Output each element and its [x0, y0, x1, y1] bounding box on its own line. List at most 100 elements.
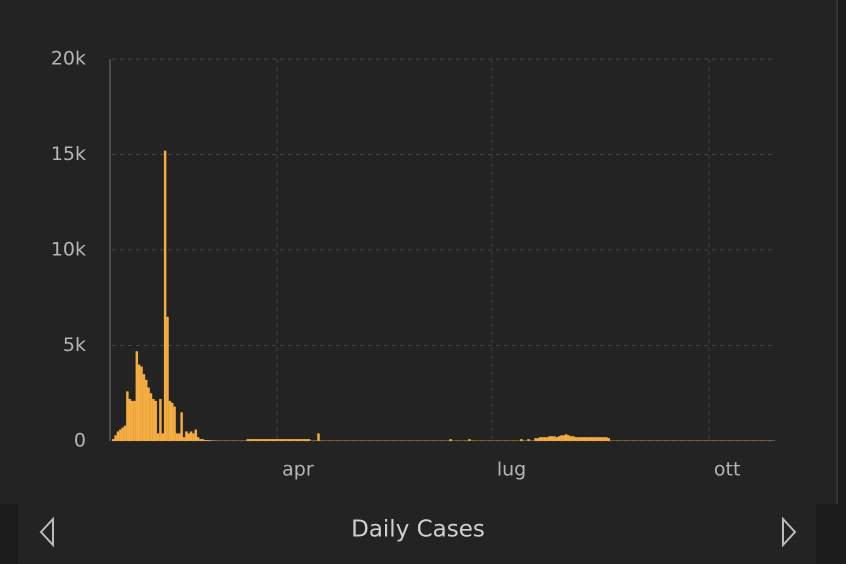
- bar: [128, 398, 131, 441]
- bar: [208, 440, 212, 441]
- x-tick-label: lug: [497, 459, 526, 481]
- bar: [204, 440, 207, 441]
- bar: [546, 437, 549, 441]
- bar: [145, 379, 148, 441]
- bar: [286, 439, 290, 441]
- bar: [520, 439, 523, 441]
- bar: [137, 364, 141, 441]
- bar: [121, 427, 124, 441]
- bar: [600, 437, 603, 441]
- bar: [291, 439, 294, 441]
- bar: [277, 439, 280, 441]
- bar: [168, 400, 172, 441]
- footer-panel: [18, 504, 816, 564]
- bar: [265, 439, 268, 441]
- bar: [593, 437, 596, 441]
- bar: [130, 400, 134, 441]
- bar: [274, 439, 278, 441]
- bar: [194, 429, 198, 441]
- bar: [154, 400, 157, 441]
- bar: [255, 439, 259, 441]
- bar: [149, 393, 153, 441]
- bar: [569, 436, 573, 441]
- bar: [152, 398, 155, 441]
- bar: [182, 437, 186, 441]
- bar: [135, 351, 139, 441]
- bar: [140, 366, 143, 441]
- bar: [586, 437, 589, 441]
- chart-title: Daily Cases: [351, 517, 485, 543]
- bar: [170, 402, 174, 441]
- bar: [560, 435, 563, 441]
- bar: [161, 433, 165, 441]
- bar: [173, 406, 176, 441]
- bar: [189, 431, 193, 441]
- bar: [112, 439, 115, 441]
- bar: [192, 433, 195, 441]
- bar: [279, 439, 282, 441]
- bar: [263, 439, 266, 441]
- bar: [602, 437, 606, 441]
- bar: [534, 438, 537, 441]
- bar: [598, 437, 601, 441]
- bar: [201, 439, 205, 441]
- bar: [284, 439, 287, 441]
- bar: [595, 437, 599, 441]
- bar: [541, 437, 544, 441]
- bar: [574, 437, 577, 441]
- bar: [557, 436, 561, 441]
- bar: [588, 437, 592, 441]
- bar: [298, 439, 301, 441]
- bar: [196, 437, 200, 441]
- bar: [272, 439, 275, 441]
- bar: [258, 439, 261, 441]
- bar: [147, 387, 150, 441]
- y-tick-label: 20k: [51, 48, 86, 70]
- bar: [543, 437, 547, 441]
- next-button[interactable]: [782, 516, 797, 548]
- bar: [185, 431, 188, 441]
- prev-button[interactable]: [39, 516, 54, 548]
- bar: [213, 440, 216, 441]
- bar: [579, 437, 582, 441]
- bar: [251, 439, 254, 441]
- bar: [576, 437, 580, 441]
- x-tick-label: apr: [282, 459, 314, 481]
- bar: [163, 150, 167, 441]
- bar: [159, 398, 162, 441]
- bar: [555, 437, 559, 441]
- bar: [253, 439, 257, 441]
- bar: [590, 437, 594, 441]
- bar: [296, 439, 299, 441]
- bar: [539, 437, 542, 441]
- bar: [166, 316, 169, 441]
- bar: [126, 391, 129, 441]
- bar: [581, 437, 584, 441]
- bar: [288, 439, 292, 441]
- y-tick-label: 10k: [51, 239, 86, 261]
- bar: [550, 436, 554, 441]
- bar: [267, 439, 271, 441]
- bar: [536, 438, 540, 441]
- bar: [133, 400, 136, 441]
- bar: [175, 433, 179, 441]
- y-tick-label: 15k: [51, 143, 86, 165]
- bar: [548, 436, 551, 441]
- bar: [307, 439, 311, 441]
- bar: [211, 440, 214, 441]
- bar: [246, 439, 249, 441]
- bar: [527, 439, 530, 441]
- bar: [199, 439, 202, 441]
- bar: [180, 412, 183, 441]
- bar: [123, 425, 127, 441]
- bar: [572, 436, 575, 441]
- bar: [248, 439, 252, 441]
- bar: [565, 434, 568, 441]
- bar: [605, 437, 608, 441]
- y-tick-label: 5k: [63, 334, 86, 356]
- bar: [607, 438, 610, 441]
- bar: [305, 439, 308, 441]
- bar: [449, 439, 452, 441]
